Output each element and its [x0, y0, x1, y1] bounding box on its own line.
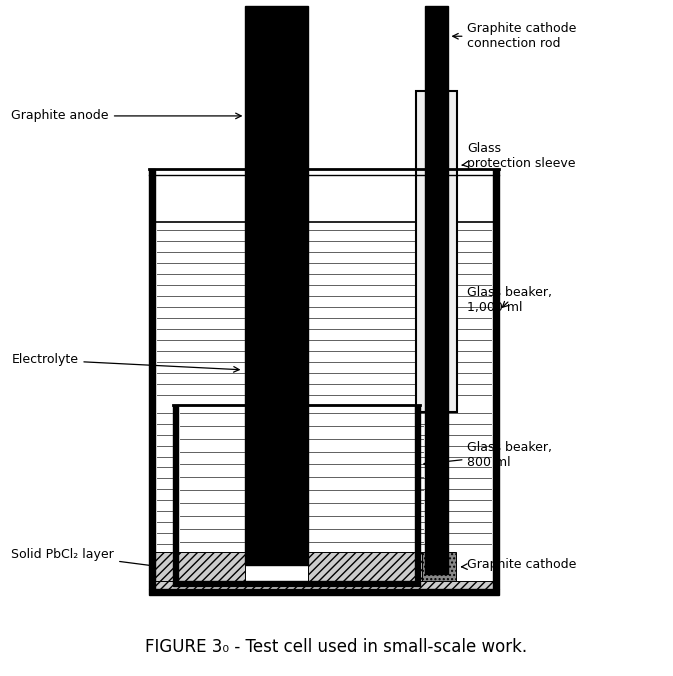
Text: Glass beaker,
1,000 ml: Glass beaker, 1,000 ml [468, 286, 553, 314]
Bar [422, 552, 456, 581]
Bar [425, 6, 448, 574]
Bar [173, 405, 178, 581]
Bar [155, 169, 493, 589]
Text: Graphite cathode: Graphite cathode [462, 558, 577, 571]
Text: Graphite cathode
connection rod: Graphite cathode connection rod [453, 22, 577, 50]
Text: Electrolyte: Electrolyte [11, 354, 239, 372]
Bar [415, 405, 420, 581]
Text: Graphite anode: Graphite anode [11, 110, 241, 122]
Text: FIGURE 3₀ - Test cell used in small-scale work.: FIGURE 3₀ - Test cell used in small-scal… [145, 637, 527, 656]
Bar [493, 169, 499, 589]
Bar [155, 552, 246, 581]
Bar [155, 581, 493, 589]
Bar [173, 581, 420, 586]
Text: Glass
protection sleeve: Glass protection sleeve [462, 142, 576, 170]
Text: Solid PbCl₂ layer: Solid PbCl₂ layer [11, 548, 159, 569]
Bar [416, 91, 458, 412]
Text: Glass beaker,
800 ml: Glass beaker, 800 ml [424, 441, 553, 468]
Bar [149, 589, 499, 595]
Bar [149, 169, 155, 589]
Bar [246, 6, 308, 565]
Bar [308, 552, 422, 581]
